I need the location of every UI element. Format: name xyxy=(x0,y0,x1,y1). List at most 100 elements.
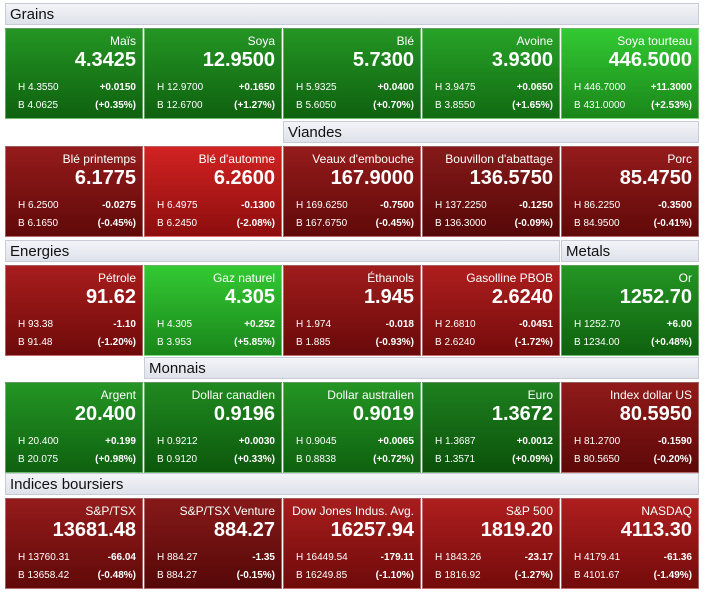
low-price: B 5.6050 xyxy=(296,100,337,111)
quote-tile[interactable]: Soya 12.9500 H 12.9700 +0.1650 B 12.6700 (+1.… xyxy=(144,28,282,119)
change-percent: (-0.41%) xyxy=(653,218,692,229)
low-price: B 13658.42 xyxy=(18,570,70,581)
high-price: H 137.2250 xyxy=(435,200,487,211)
change-percent: (+0.09%) xyxy=(512,454,553,465)
last-price: 91.62 xyxy=(85,286,136,308)
instrument-name: Blé d'automne xyxy=(198,152,275,166)
instrument-name: Blé printemps xyxy=(62,152,136,166)
instrument-name: S&P 500 xyxy=(505,504,553,518)
instrument-name: Or xyxy=(678,271,692,285)
last-price: 1.945 xyxy=(363,286,414,308)
change: +0.199 xyxy=(105,436,136,447)
quote-tile[interactable]: Veaux d'embouche 167.9000 H 169.6250 -0.750… xyxy=(283,146,421,237)
change-percent: (+1.65%) xyxy=(512,100,553,111)
change-percent: (+0.48%) xyxy=(651,337,692,348)
quote-tile[interactable]: Éthanols 1.945 H 1.974 -0.018 B 1.885 (-0.93%… xyxy=(283,265,421,356)
change: -23.17 xyxy=(524,552,553,563)
low-price: B 1.885 xyxy=(296,337,331,348)
last-price: 2.6240 xyxy=(491,286,553,308)
low-price: B 12.6700 xyxy=(157,100,203,111)
low-price: B 3.953 xyxy=(157,337,192,348)
change: +0.0400 xyxy=(377,82,414,93)
instrument-name: Éthanols xyxy=(367,271,414,285)
last-price: 4.305 xyxy=(224,286,275,308)
change-percent: (-0.45%) xyxy=(375,218,414,229)
last-price: 6.1775 xyxy=(74,167,136,189)
instrument-name: Euro xyxy=(527,388,553,402)
quote-tile[interactable]: Avoine 3.9300 H 3.9475 +0.0650 B 3.8550 (+1.6… xyxy=(422,28,560,119)
quote-tile[interactable]: Blé printemps 6.1775 H 6.2500 -0.0275 B 6.16… xyxy=(5,146,143,237)
high-price: H 5.9325 xyxy=(296,82,337,93)
change: -0.1590 xyxy=(658,436,692,447)
quote-tile[interactable]: Gaz naturel 4.305 H 4.305 +0.252 B 3.953 (+5.… xyxy=(144,265,282,356)
change-percent: (-0.09%) xyxy=(514,218,553,229)
quote-tile[interactable]: S&P/TSX Venture 884.27 H 884.27 -1.35 B 884.… xyxy=(144,498,282,589)
low-price: B 431.0000 xyxy=(574,100,626,111)
last-price: 13681.48 xyxy=(52,519,136,541)
quote-tile[interactable]: Bouvillon d'abattage 136.5750 H 137.2250 -0… xyxy=(422,146,560,237)
quote-tile[interactable]: NASDAQ 4113.30 H 4179.41 -61.36 B 4101.67 (-1… xyxy=(561,498,699,589)
low-price: B 136.3000 xyxy=(435,218,487,229)
instrument-name: Soya tourteau xyxy=(617,34,692,48)
last-price: 16257.94 xyxy=(330,519,414,541)
section-header: Monnais xyxy=(144,357,699,379)
last-price: 4113.30 xyxy=(620,519,692,541)
change: +0.0065 xyxy=(377,436,414,447)
change: +0.0150 xyxy=(99,82,136,93)
last-price: 0.9196 xyxy=(213,403,275,425)
section-header: Viandes xyxy=(283,121,699,143)
quote-tile[interactable]: Or 1252.70 H 1252.70 +6.00 B 1234.00 (+0.48%) xyxy=(561,265,699,356)
change: +0.1650 xyxy=(238,82,275,93)
quote-tile[interactable]: Dollar australien 0.9019 H 0.9045 +0.0065 B … xyxy=(283,382,421,473)
last-price: 85.4750 xyxy=(619,167,692,189)
change-percent: (-2.08%) xyxy=(236,218,275,229)
change: -1.10 xyxy=(113,319,136,330)
instrument-name: Blé xyxy=(396,34,414,48)
change: +6.00 xyxy=(666,319,692,330)
quote-tile[interactable]: Index dollar US 80.5950 H 81.2700 -0.1590 B … xyxy=(561,382,699,473)
quote-tile[interactable]: Gasolline PBOB 2.6240 H 2.6810 -0.0451 B 2.6… xyxy=(422,265,560,356)
change-percent: (+1.27%) xyxy=(234,100,275,111)
instrument-name: Porc xyxy=(667,152,692,166)
quote-tile[interactable]: Argent 20.400 H 20.400 +0.199 B 20.075 (+0.98… xyxy=(5,382,143,473)
change-percent: (-0.45%) xyxy=(97,218,136,229)
quote-tile[interactable]: Dollar canadien 0.9196 H 0.9212 +0.0030 B 0.… xyxy=(144,382,282,473)
change: -0.7500 xyxy=(380,200,414,211)
change-percent: (+2.53%) xyxy=(651,100,692,111)
change-percent: (-1.72%) xyxy=(514,337,553,348)
high-price: H 1.3687 xyxy=(435,436,476,447)
high-price: H 884.27 xyxy=(157,552,198,563)
instrument-name: S&P/TSX Venture xyxy=(179,504,275,518)
change-percent: (+0.33%) xyxy=(234,454,275,465)
quote-tile[interactable]: Blé 5.7300 H 5.9325 +0.0400 B 5.6050 (+0.70%) xyxy=(283,28,421,119)
quote-tile[interactable]: Maïs 4.3425 H 4.3550 +0.0150 B 4.0625 (+0.35%… xyxy=(5,28,143,119)
high-price: H 4.305 xyxy=(157,319,193,330)
low-price: B 884.27 xyxy=(157,570,198,581)
instrument-name: Soya xyxy=(247,34,275,48)
section-header: Grains xyxy=(5,3,699,25)
change: -179.11 xyxy=(380,552,414,563)
change: -0.3500 xyxy=(658,200,692,211)
quote-tile[interactable]: Porc 85.4750 H 86.2250 -0.3500 B 84.9500 (-0.… xyxy=(561,146,699,237)
low-price: B 1234.00 xyxy=(574,337,620,348)
last-price: 4.3425 xyxy=(74,49,136,71)
change: -66.04 xyxy=(107,552,136,563)
low-price: B 80.5650 xyxy=(574,454,620,465)
quote-tile[interactable]: Blé d'automne 6.2600 H 6.4975 -0.1300 B 6.24… xyxy=(144,146,282,237)
change-percent: (+0.98%) xyxy=(95,454,136,465)
low-price: B 1816.92 xyxy=(435,570,481,581)
low-price: B 1.3571 xyxy=(435,454,476,465)
quote-tile[interactable]: S&P 500 1819.20 H 1843.26 -23.17 B 1816.92 (-… xyxy=(422,498,560,589)
high-price: H 93.38 xyxy=(18,319,54,330)
section-header: Energies xyxy=(5,240,560,262)
quote-tile[interactable]: Pétrole 91.62 H 93.38 -1.10 B 91.48 (-1.20%) xyxy=(5,265,143,356)
instrument-name: Veaux d'embouche xyxy=(312,152,414,166)
quote-tile[interactable]: S&P/TSX 13681.48 H 13760.31 -66.04 B 13658.4… xyxy=(5,498,143,589)
change-percent: (+5.85%) xyxy=(234,337,275,348)
last-price: 1819.20 xyxy=(480,519,553,541)
high-price: H 20.400 xyxy=(18,436,59,447)
change: -1.35 xyxy=(252,552,275,563)
quote-tile[interactable]: Euro 1.3672 H 1.3687 +0.0012 B 1.3571 (+0.09%… xyxy=(422,382,560,473)
quote-tile[interactable]: Soya tourteau 446.5000 H 446.7000 +11.3000 B… xyxy=(561,28,699,119)
quote-tile[interactable]: Dow Jones Indus. Avg. 16257.94 H 16449.54 -… xyxy=(283,498,421,589)
